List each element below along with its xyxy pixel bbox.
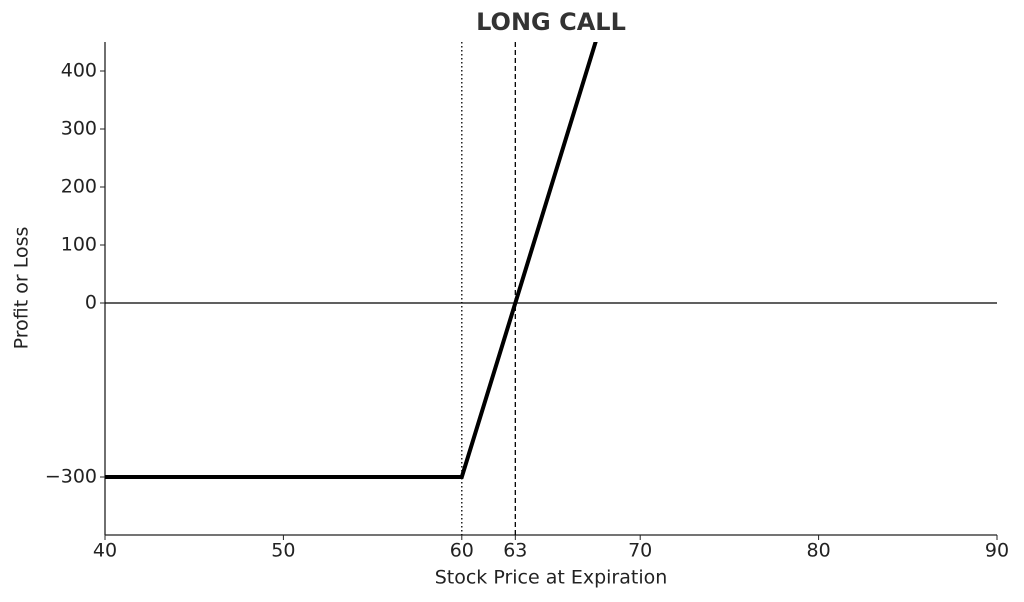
x-tick-label: 50 (271, 540, 295, 562)
y-tick-label: 200 (61, 176, 97, 198)
x-tick-label: 70 (628, 540, 652, 562)
x-tick-label: 90 (985, 540, 1009, 562)
y-tick-label: 100 (61, 234, 97, 256)
y-tick-label: 300 (61, 118, 97, 140)
payoff-line (105, 42, 598, 479)
chart-title: LONG CALL (476, 8, 626, 36)
x-tick-label: 60 (450, 540, 474, 562)
x-axis-label: Stock Price at Expiration (435, 567, 668, 589)
y-tick-label: 400 (61, 60, 97, 82)
x-tick-label: 63 (503, 540, 527, 562)
x-tick-label: 40 (93, 540, 117, 562)
y-axis-label: Profit or Loss (11, 227, 33, 350)
y-tick-label: −300 (45, 466, 97, 488)
y-tick-label: 0 (85, 292, 97, 314)
x-tick-label: 80 (807, 540, 831, 562)
